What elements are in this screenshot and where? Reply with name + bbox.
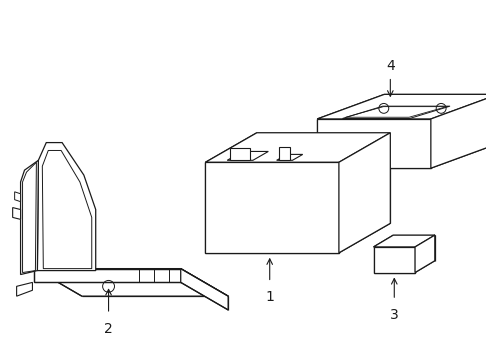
Polygon shape: [227, 152, 268, 160]
Polygon shape: [317, 119, 430, 168]
Polygon shape: [205, 133, 389, 162]
Polygon shape: [181, 269, 228, 310]
Polygon shape: [15, 192, 20, 202]
Text: 1: 1: [264, 290, 274, 304]
Polygon shape: [34, 269, 228, 296]
Polygon shape: [338, 133, 389, 253]
Text: 3: 3: [389, 308, 398, 322]
Polygon shape: [373, 247, 414, 273]
Polygon shape: [37, 143, 96, 271]
Text: 4: 4: [385, 59, 394, 73]
Polygon shape: [430, 94, 488, 168]
Polygon shape: [205, 162, 338, 253]
Polygon shape: [414, 235, 434, 273]
Polygon shape: [317, 94, 488, 119]
Polygon shape: [20, 160, 38, 275]
Polygon shape: [230, 148, 249, 160]
Polygon shape: [17, 282, 32, 296]
Polygon shape: [34, 269, 181, 282]
Polygon shape: [373, 235, 434, 247]
Polygon shape: [278, 147, 290, 160]
Text: 2: 2: [104, 322, 113, 336]
Polygon shape: [13, 208, 20, 219]
Polygon shape: [276, 154, 302, 160]
